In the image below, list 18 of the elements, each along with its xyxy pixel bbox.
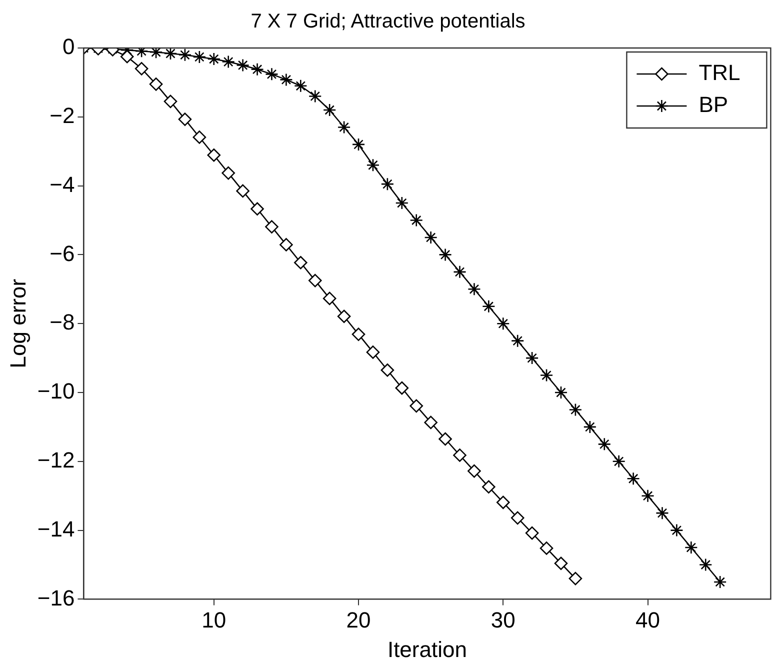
chart-title: 7 X 7 Grid; Attractive potentials [250, 10, 526, 33]
y-tick-label: −8 [50, 310, 75, 335]
y-tick-label: −2 [50, 102, 75, 128]
y-tick-label: −4 [50, 172, 75, 197]
y-tick-label: −10 [37, 378, 75, 404]
x-tick-label: 30 [490, 607, 516, 632]
x-tick-label: 20 [346, 607, 371, 632]
x-tick-label: 40 [636, 607, 660, 632]
y-tick-label: −16 [37, 585, 75, 610]
y-tick-label: 0 [62, 34, 75, 60]
x-tick-label: 10 [202, 607, 226, 632]
y-axis-title: Log error [5, 278, 30, 368]
y-tick-label: −12 [37, 447, 75, 472]
legend-label: BP [698, 92, 728, 118]
legend-label: TRL [698, 60, 740, 86]
y-tick-label: −6 [50, 240, 75, 266]
y-tick-label: −14 [37, 516, 75, 542]
x-axis-title: Iteration [387, 636, 467, 662]
